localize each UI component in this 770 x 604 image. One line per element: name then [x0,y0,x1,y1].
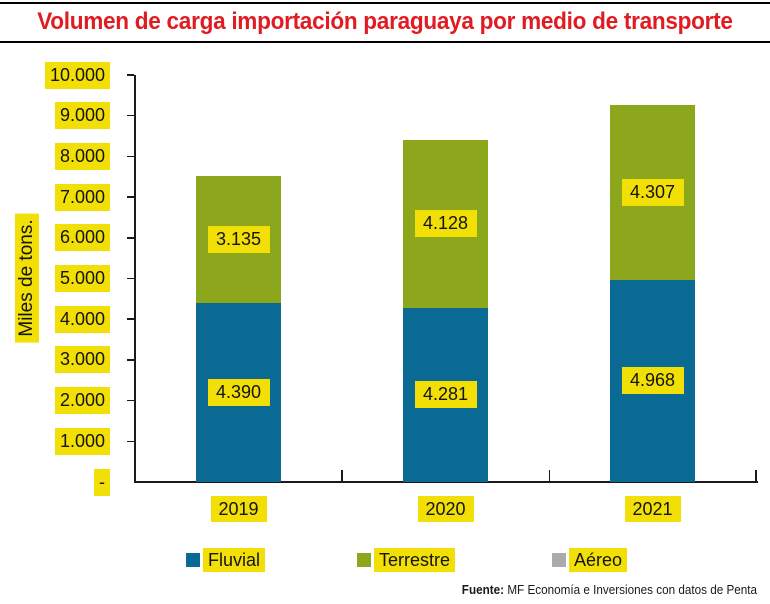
x-tick [341,470,343,482]
x-axis-label-2021: 2021 [624,496,681,522]
x-axis-label-2019: 2019 [210,496,267,522]
y-tick-label: 2.000 [54,387,110,415]
x-tick [548,470,551,482]
y-tick [127,155,134,158]
source-prefix: Fuente: [461,582,505,597]
y-tick-label: 4.000 [54,305,110,333]
x-axis-label-2020: 2020 [417,496,474,522]
y-tick [127,440,134,443]
y-tick [127,277,134,280]
legend-swatch-aéreo [552,553,566,567]
source-note: Fuente: MF Economía e Inversiones con da… [462,582,757,597]
y-tick [127,114,134,117]
y-tick [127,399,134,402]
title-top-rule [0,2,770,4]
legend-item-fluvial: Fluvial [186,548,266,572]
y-tick-label: 1.000 [54,427,110,455]
y-tick [127,74,134,76]
legend-label-fluvial: Fluvial [203,548,266,572]
data-label-fluvial-2019: 4.390 [207,379,270,407]
y-tick-label: 10.000 [44,61,110,89]
data-label-fluvial-2020: 4.281 [414,381,477,409]
y-tick [127,237,134,239]
data-label-fluvial-2021: 4.968 [621,367,684,395]
y-tick [127,359,134,361]
y-axis-title: Miles de tons. [14,208,40,348]
y-tick [127,196,134,198]
legend-label-terrestre: Terrestre [374,548,456,572]
chart-title-bar: Volumen de carga importación paraguaya p… [0,4,770,40]
y-tick-label: 7.000 [54,183,110,211]
title-bottom-rule [0,41,770,43]
legend-item-aéreo: Aéreo [552,548,628,572]
y-tick-label: 6.000 [54,224,110,252]
legend-label-aéreo: Aéreo [569,548,628,572]
y-tick [127,318,134,320]
legend-swatch-fluvial [186,553,200,567]
x-tick [755,470,757,482]
y-axis-title-text: Miles de tons. [15,213,39,343]
y-tick-label: 5.000 [54,265,110,292]
x-axis-line [134,481,758,483]
data-label-terrestre-2019: 3.135 [207,226,270,254]
y-tick-label: 8.000 [54,142,110,170]
y-tick-label: 3.000 [54,346,110,374]
chart-title: Volumen de carga importación paraguaya p… [37,8,733,35]
data-label-terrestre-2021: 4.307 [621,178,684,206]
source-text: MF Economía e Inversiones con datos de P… [504,582,757,597]
y-axis-line [134,75,136,483]
legend-item-terrestre: Terrestre [357,548,456,572]
legend-swatch-terrestre [357,553,371,567]
data-label-terrestre-2020: 4.128 [414,210,477,238]
y-tick-label: - [94,468,110,496]
y-tick-label: 9.000 [54,102,110,130]
